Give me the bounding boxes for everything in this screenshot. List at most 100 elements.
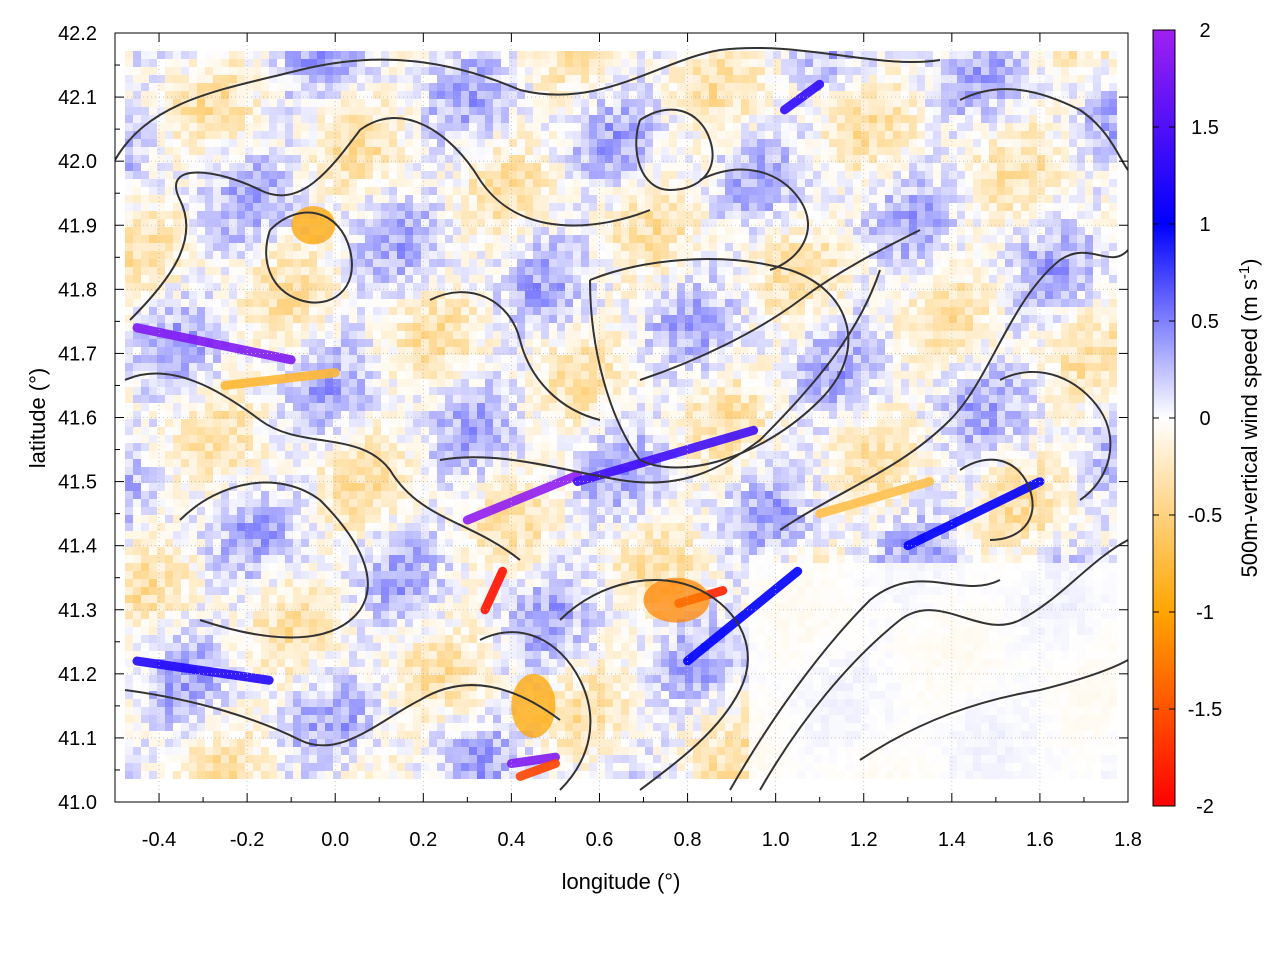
- heatmap-cell: [989, 259, 997, 267]
- heatmap-cell: [685, 299, 693, 307]
- heatmap-cell: [949, 83, 957, 91]
- heatmap-cell: [149, 275, 157, 283]
- heatmap-cell: [517, 283, 525, 291]
- heatmap-cell: [141, 83, 149, 91]
- heatmap-cell: [669, 195, 677, 203]
- heatmap-cell: [765, 307, 773, 315]
- heatmap-cell: [709, 283, 717, 291]
- heatmap-cell: [941, 51, 949, 59]
- heatmap-cell: [621, 139, 629, 147]
- heatmap-cell: [853, 219, 861, 227]
- heatmap-cell: [861, 267, 869, 275]
- heatmap-cell: [1061, 163, 1069, 171]
- heatmap-cell: [717, 131, 725, 139]
- heatmap-cell: [789, 123, 797, 131]
- heatmap-cell: [933, 267, 941, 275]
- heatmap-cell: [261, 59, 269, 67]
- heatmap-cell: [317, 187, 325, 195]
- heatmap-cell: [1045, 123, 1053, 131]
- heatmap-cell: [461, 171, 469, 179]
- heatmap-cell: [589, 75, 597, 83]
- heatmap-cell: [869, 179, 877, 187]
- heatmap-cell: [189, 195, 197, 203]
- heatmap-cell: [869, 83, 877, 91]
- heatmap-cell: [869, 315, 877, 323]
- heatmap-cell: [597, 283, 605, 291]
- heatmap-cell: [621, 91, 629, 99]
- heatmap-cell: [917, 219, 925, 227]
- heatmap-cell: [605, 355, 613, 363]
- heatmap-cell: [941, 275, 949, 283]
- heatmap-cell: [877, 347, 885, 355]
- heatmap-cell: [773, 155, 781, 163]
- heatmap-cell: [637, 331, 645, 339]
- heatmap-cell: [861, 275, 869, 283]
- heatmap-cell: [685, 355, 693, 363]
- heatmap-cell: [365, 131, 373, 139]
- heatmap-cell: [405, 307, 413, 315]
- heatmap-cell: [1077, 243, 1085, 251]
- heatmap-cell: [365, 355, 373, 363]
- heatmap-cell: [189, 91, 197, 99]
- heatmap-cell: [509, 123, 517, 131]
- heatmap-cell: [261, 363, 269, 371]
- heatmap-cell: [781, 363, 789, 371]
- heatmap-cell: [1093, 195, 1101, 203]
- heatmap-cell: [981, 163, 989, 171]
- heatmap-cell: [213, 59, 221, 67]
- heatmap-cell: [373, 59, 381, 67]
- heatmap-cell: [133, 131, 141, 139]
- heatmap-cell: [461, 99, 469, 107]
- heatmap-cell: [741, 179, 749, 187]
- heatmap-cell: [285, 243, 293, 251]
- heatmap-cell: [437, 235, 445, 243]
- heatmap-cell: [509, 275, 517, 283]
- heatmap-cell: [629, 139, 637, 147]
- heatmap-cell: [941, 291, 949, 299]
- heatmap-cell: [1037, 243, 1045, 251]
- heatmap-cell: [789, 67, 797, 75]
- heatmap-cell: [941, 195, 949, 203]
- heatmap-cell: [837, 195, 845, 203]
- heatmap-cell: [141, 347, 149, 355]
- heatmap-cell: [549, 131, 557, 139]
- heatmap-cell: [253, 75, 261, 83]
- heatmap-cell: [1013, 299, 1021, 307]
- heatmap-cell: [373, 315, 381, 323]
- heatmap-cell: [829, 75, 837, 83]
- heatmap-cell: [1101, 283, 1109, 291]
- heatmap-cell: [869, 123, 877, 131]
- heatmap-cell: [1021, 275, 1029, 283]
- heatmap-cell: [437, 227, 445, 235]
- heatmap-cell: [309, 163, 317, 171]
- heatmap-cell: [837, 203, 845, 211]
- heatmap-cell: [1013, 67, 1021, 75]
- heatmap-cell: [765, 203, 773, 211]
- heatmap-cell: [549, 147, 557, 155]
- heatmap-cell: [773, 51, 781, 59]
- heatmap-cell: [133, 315, 141, 323]
- heatmap-cell: [405, 75, 413, 83]
- heatmap-cell: [677, 355, 685, 363]
- heatmap-cell: [1045, 339, 1053, 347]
- heatmap-cell: [949, 355, 957, 363]
- heatmap-cell: [1085, 59, 1093, 67]
- heatmap-cell: [525, 267, 533, 275]
- heatmap-cell: [957, 267, 965, 275]
- heatmap-cell: [829, 131, 837, 139]
- heatmap-cell: [781, 195, 789, 203]
- heatmap-cell: [589, 339, 597, 347]
- heatmap-cell: [1045, 171, 1053, 179]
- heatmap-cell: [589, 363, 597, 371]
- heatmap-cell: [501, 99, 509, 107]
- heatmap-cell: [925, 147, 933, 155]
- heatmap-cell: [429, 275, 437, 283]
- heatmap-cell: [1061, 275, 1069, 283]
- heatmap-cell: [477, 115, 485, 123]
- heatmap-cell: [653, 331, 661, 339]
- heatmap-cell: [701, 187, 709, 195]
- heatmap-cell: [1101, 363, 1109, 371]
- heatmap-cell: [189, 67, 197, 75]
- heatmap-cell: [245, 219, 253, 227]
- heatmap-cell: [461, 195, 469, 203]
